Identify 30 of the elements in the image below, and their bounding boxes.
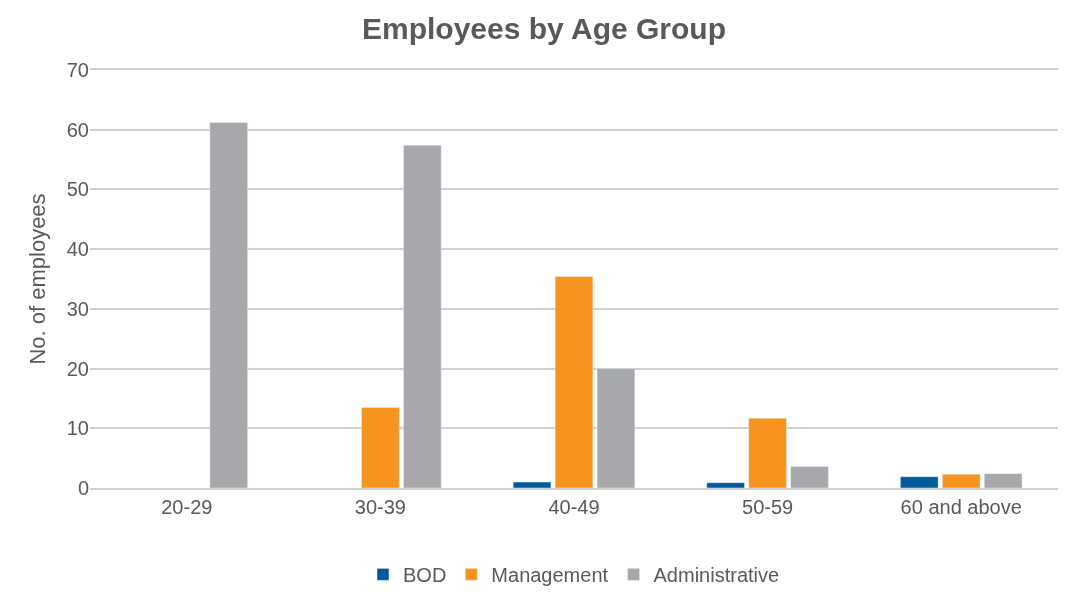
- bar: [984, 473, 1023, 488]
- y-tick-label: 70: [66, 59, 89, 81]
- y-tick-label: 0: [77, 477, 89, 499]
- bar: [790, 466, 829, 488]
- y-tick-label: 20: [66, 357, 89, 380]
- bar: [596, 368, 636, 488]
- x-tick-label: 50-59: [742, 496, 794, 518]
- legend-label: Management: [491, 564, 609, 587]
- bar: [403, 144, 442, 488]
- y-tick-label: 10: [66, 417, 89, 440]
- bar: [512, 481, 552, 488]
- bar: [209, 122, 248, 488]
- bar: [900, 476, 939, 488]
- bar: [748, 417, 787, 488]
- x-tick-label: 20-29: [161, 496, 213, 518]
- x-tick-label: 60 and above: [900, 496, 1022, 518]
- y-tick-label: 50: [66, 178, 89, 201]
- y-tick-label: 40: [66, 238, 89, 261]
- chart-title: Employees by Age Group: [362, 12, 726, 46]
- bar: [361, 407, 400, 488]
- legend-label: BOD: [403, 564, 447, 587]
- x-tick-label: 30-39: [354, 496, 406, 518]
- y-axis-title: No. of employees: [24, 193, 50, 365]
- x-tick-label: 40-49: [548, 496, 600, 518]
- legend-label: Administrative: [653, 564, 780, 587]
- bar: [554, 276, 594, 488]
- bar: [942, 474, 981, 488]
- y-tick-label: 30: [66, 297, 89, 320]
- bar: [706, 482, 745, 488]
- y-tick-label: 60: [66, 118, 89, 141]
